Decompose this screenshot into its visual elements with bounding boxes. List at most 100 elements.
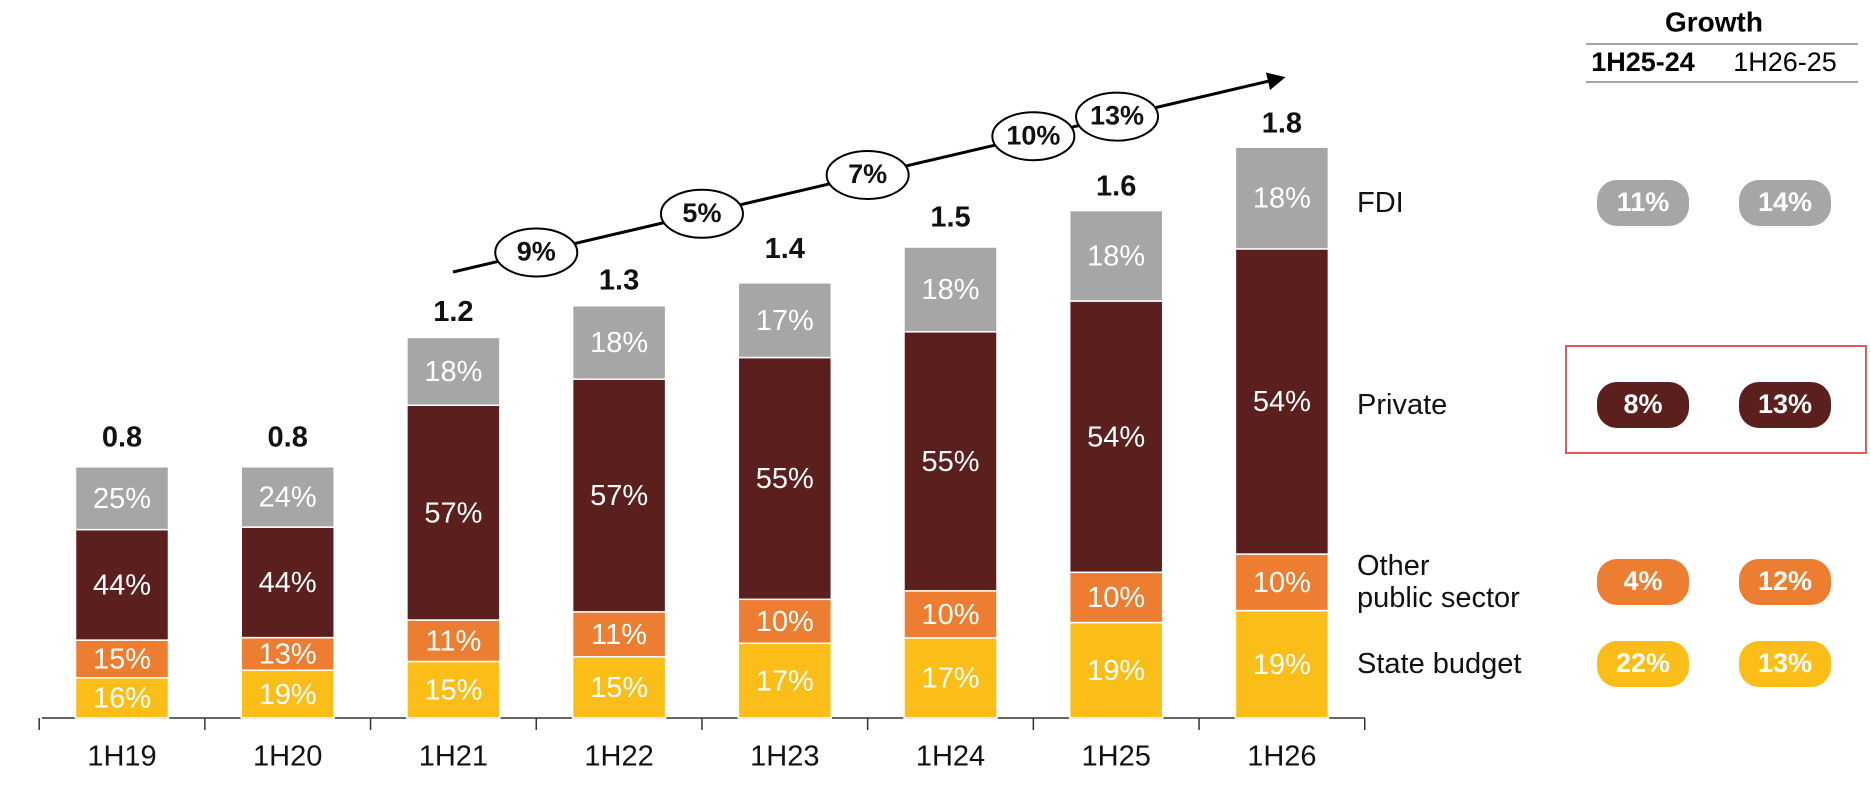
segment-label: 10% xyxy=(1253,567,1311,599)
segment-label: 13% xyxy=(259,639,317,671)
bar-segment xyxy=(903,637,998,719)
segment-label: 55% xyxy=(921,446,979,478)
growth-pill-label: 22% xyxy=(1616,648,1670,678)
growth-bubble xyxy=(1075,91,1160,142)
bar-segment xyxy=(903,331,998,592)
segment-label: 17% xyxy=(921,663,979,695)
segment-label: 19% xyxy=(1253,649,1311,681)
segment-label: 18% xyxy=(1087,240,1145,272)
growth-pill-label: 14% xyxy=(1758,187,1812,217)
segment-label: 24% xyxy=(259,482,317,514)
bar-segment xyxy=(737,642,833,719)
bar-segment xyxy=(1068,621,1164,719)
bar-segment xyxy=(240,669,335,719)
total-label: 1.4 xyxy=(765,233,805,265)
growth-label: 13% xyxy=(1090,101,1144,131)
x-tick-label: 1H26 xyxy=(1247,741,1316,773)
legend-label: State budget xyxy=(1357,648,1522,680)
bar-segment xyxy=(1234,146,1330,250)
bar-segment xyxy=(903,590,998,639)
segment-label: 11% xyxy=(591,619,647,651)
growth-label: 9% xyxy=(517,237,556,267)
segment-label: 18% xyxy=(921,274,979,306)
x-tick-label: 1H23 xyxy=(750,741,819,773)
segment-label: 11% xyxy=(425,625,481,657)
growth-pill xyxy=(1739,382,1831,428)
segment-label: 16% xyxy=(93,683,151,715)
segment-label: 18% xyxy=(424,356,482,388)
growth-pill xyxy=(1739,180,1831,226)
bar-segment xyxy=(1234,553,1330,612)
segment-label: 15% xyxy=(590,672,648,704)
growth-pill xyxy=(1597,559,1689,605)
bar-segment xyxy=(571,611,667,658)
segment-label: 57% xyxy=(424,497,482,529)
segment-label: 19% xyxy=(259,679,317,711)
bar-segment xyxy=(737,356,833,601)
growth-pill xyxy=(1739,641,1831,687)
growth-title: Growth xyxy=(1665,6,1763,37)
bar-segment xyxy=(74,466,170,531)
bar-segment xyxy=(571,656,667,719)
segment-label: 19% xyxy=(1087,655,1145,687)
bar-segment xyxy=(737,598,833,645)
growth-pill-label: 13% xyxy=(1758,648,1812,678)
segment-label: 54% xyxy=(1253,386,1311,418)
growth-pill-label: 13% xyxy=(1758,389,1812,419)
bar-segment xyxy=(1068,300,1164,574)
bar-segment xyxy=(240,526,335,639)
growth-pill xyxy=(1597,641,1689,687)
bar-segment xyxy=(1068,209,1164,302)
total-label: 1.5 xyxy=(930,202,970,234)
bar-segment xyxy=(903,246,998,333)
segment-label: 54% xyxy=(1087,421,1145,453)
segment-label: 15% xyxy=(93,644,151,676)
x-tick-label: 1H20 xyxy=(253,741,322,773)
bar-segment xyxy=(406,404,501,621)
growth-label: 10% xyxy=(1006,120,1060,150)
segment-label: 17% xyxy=(756,665,814,697)
growth-label: 5% xyxy=(682,198,721,228)
segment-label: 10% xyxy=(756,606,814,638)
x-tick-label: 1H19 xyxy=(87,741,156,773)
x-tick-label: 1H22 xyxy=(584,741,653,773)
bar-segment xyxy=(74,677,170,719)
growth-pill-label: 4% xyxy=(1623,566,1662,596)
total-label: 1.3 xyxy=(599,264,639,296)
x-tick-label: 1H24 xyxy=(916,741,985,773)
growth-pill-label: 8% xyxy=(1623,389,1662,419)
segment-label: 10% xyxy=(1087,582,1145,614)
growth-bubble xyxy=(825,149,910,200)
growth-bubble xyxy=(659,188,744,239)
segment-label: 55% xyxy=(756,463,814,495)
bar-segment xyxy=(406,660,501,719)
growth-pill xyxy=(1597,180,1689,226)
growth-pill xyxy=(1739,559,1831,605)
bar-segment xyxy=(406,336,501,407)
segment-label: 18% xyxy=(1253,183,1311,215)
total-label: 0.8 xyxy=(102,421,142,453)
growth-pill xyxy=(1597,382,1689,428)
segment-label: 44% xyxy=(259,567,317,599)
growth-column: 1H25-24 xyxy=(1591,47,1695,77)
growth-bubble xyxy=(991,111,1076,162)
x-tick-label: 1H25 xyxy=(1082,741,1151,773)
growth-pill-label: 12% xyxy=(1758,566,1812,596)
growth-column: 1H26-25 xyxy=(1733,47,1837,77)
segment-label: 10% xyxy=(921,599,979,631)
x-tick-label: 1H21 xyxy=(419,741,488,773)
segment-label: 57% xyxy=(590,480,648,512)
highlight-box xyxy=(1565,345,1867,454)
bar-segment xyxy=(74,528,170,641)
bar-segment xyxy=(240,466,335,528)
total-label: 1.6 xyxy=(1096,170,1136,202)
segment-label: 17% xyxy=(756,305,814,337)
total-label: 1.8 xyxy=(1262,107,1302,139)
total-label: 1.2 xyxy=(433,296,473,328)
legend-label: Private xyxy=(1357,389,1448,421)
segment-label: 15% xyxy=(424,674,482,706)
growth-label: 7% xyxy=(848,159,887,189)
segment-label: 18% xyxy=(590,327,648,359)
